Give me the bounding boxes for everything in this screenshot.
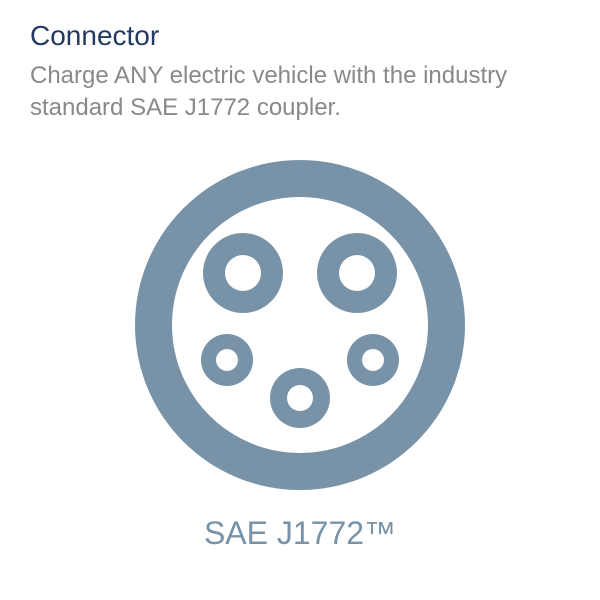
connector-label: SAE J1772™ — [204, 515, 396, 552]
j1772-connector-icon — [130, 155, 470, 495]
section-title: Connector — [30, 20, 570, 52]
section-description: Charge ANY electric vehicle with the ind… — [30, 60, 570, 125]
connector-figure: SAE J1772™ — [30, 155, 570, 552]
